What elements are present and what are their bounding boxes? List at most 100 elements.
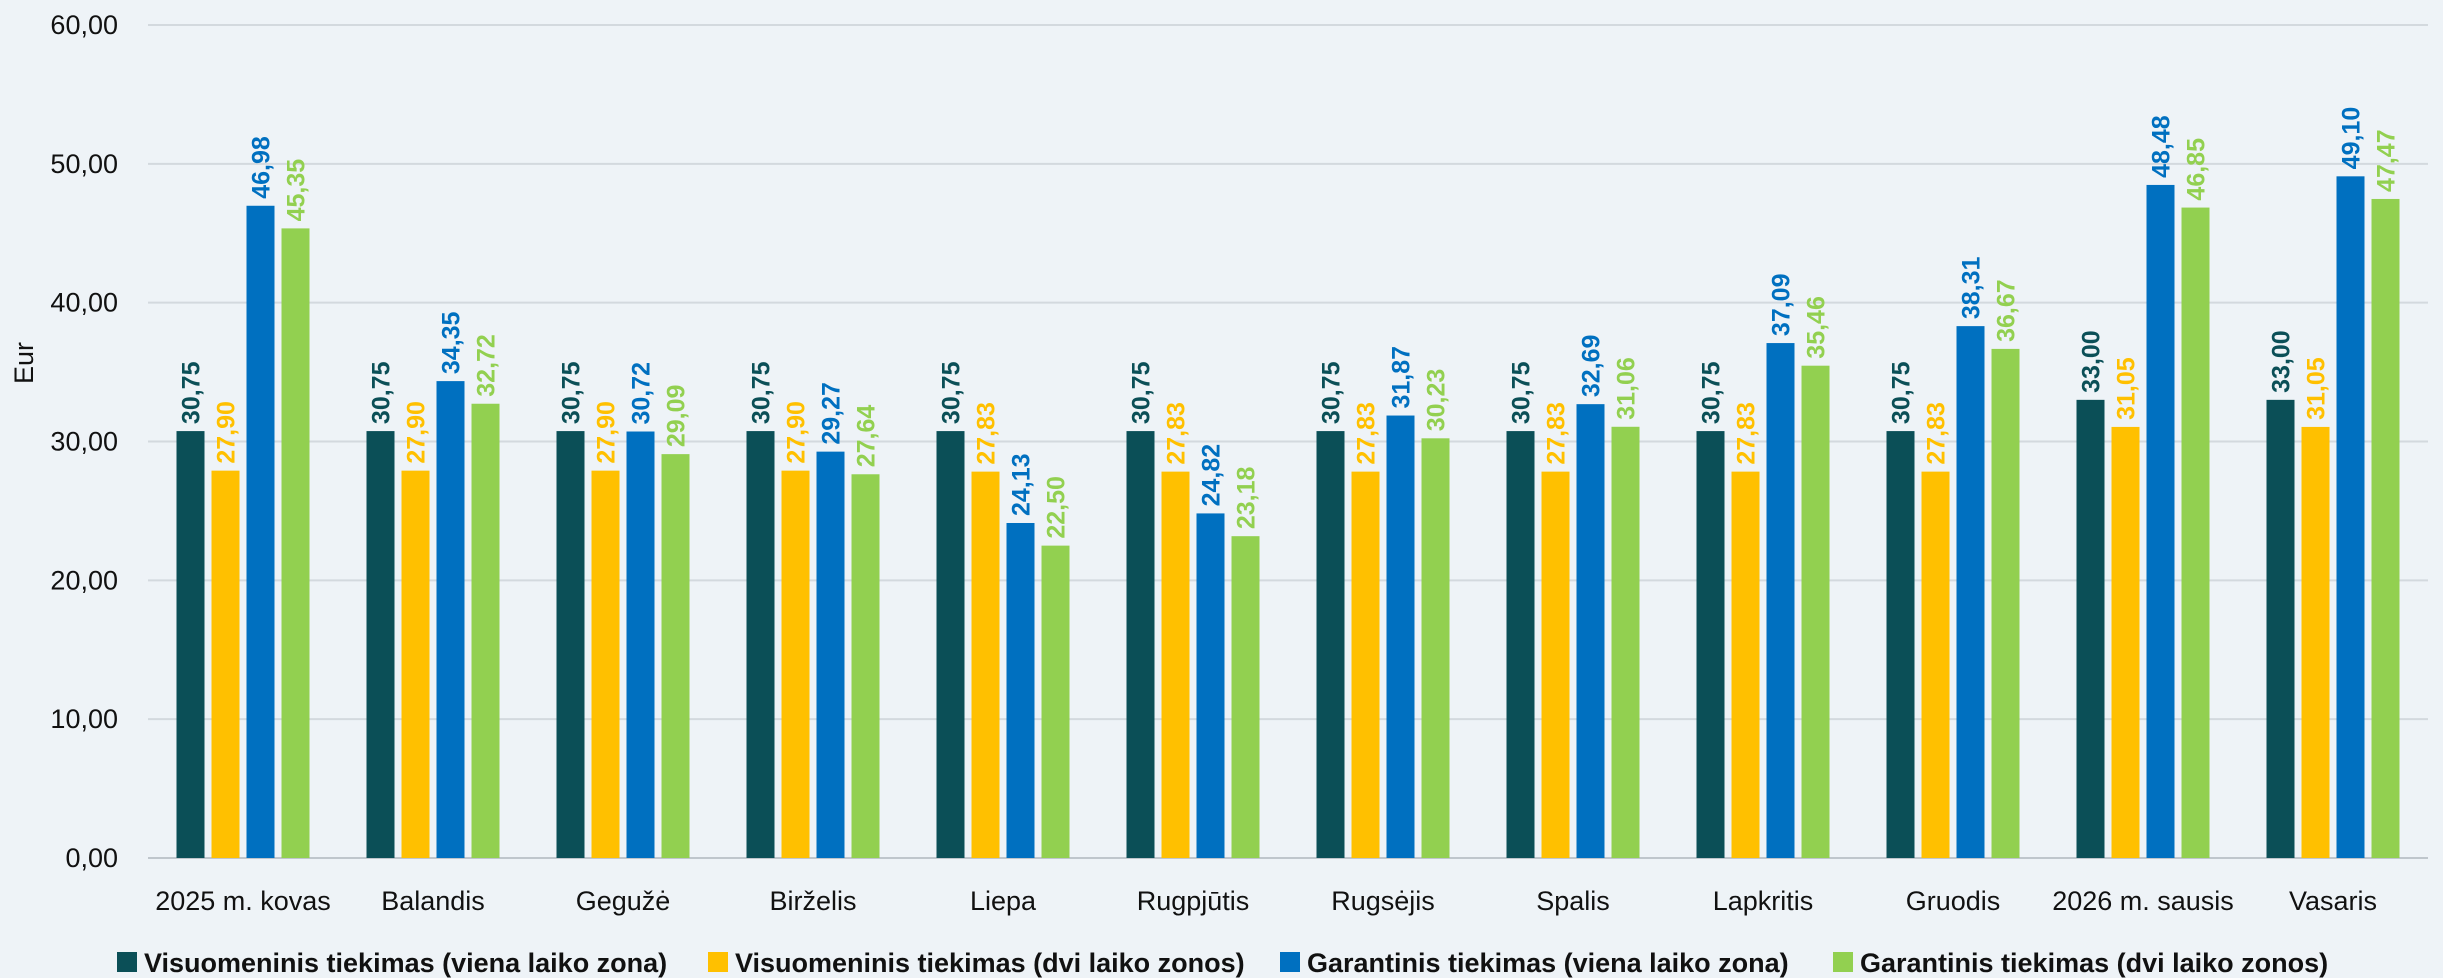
- data-label: 37,09: [1768, 274, 1796, 337]
- bar: [246, 205, 275, 859]
- bar: [1886, 431, 1915, 858]
- bar: [781, 470, 810, 858]
- bar: [2301, 426, 2330, 858]
- data-label: 27,83: [1923, 402, 1951, 465]
- legend: Visuomeninis tiekimas (viena laiko zona)…: [117, 948, 2328, 978]
- data-label: 27,90: [593, 401, 621, 464]
- data-label: 27,83: [1733, 402, 1761, 465]
- data-label: 24,82: [1198, 444, 1226, 507]
- data-label: 27,90: [783, 401, 811, 464]
- bar: [1126, 431, 1155, 858]
- data-label: 27,90: [403, 401, 431, 464]
- data-label: 27,83: [1163, 402, 1191, 465]
- bar: [1386, 415, 1415, 858]
- data-label: 31,05: [2113, 357, 2141, 420]
- data-label: 30,72: [628, 362, 656, 425]
- bar: [1041, 545, 1070, 858]
- bar: [1351, 471, 1380, 858]
- bar: [471, 403, 500, 858]
- data-label: 24,13: [1008, 453, 1036, 516]
- bar: [176, 431, 205, 858]
- bar: [1611, 426, 1640, 858]
- data-label: 47,47: [2373, 129, 2401, 192]
- bar: [971, 471, 1000, 858]
- bar: [1801, 365, 1830, 858]
- bar: [626, 431, 655, 858]
- legend-swatch: [117, 952, 137, 972]
- data-label: 30,75: [748, 361, 776, 424]
- bar: [1991, 348, 2020, 858]
- bar: [816, 451, 845, 858]
- data-label: 31,05: [2303, 357, 2331, 420]
- y-axis-ticks: 0,00 10,00 20,00 30,00 40,00 50,00 60,00: [50, 10, 118, 873]
- legend-label: Garantinis tiekimas (dvi laiko zonos): [1860, 948, 2328, 978]
- data-label: 33,00: [2078, 330, 2106, 393]
- x-category-label: Gegužė: [576, 886, 671, 916]
- data-label: 46,98: [248, 136, 276, 199]
- bar: [401, 470, 430, 858]
- data-label: 30,75: [1888, 361, 1916, 424]
- legend-swatch: [1833, 952, 1853, 972]
- data-label: 29,09: [663, 385, 691, 448]
- bar: [281, 228, 310, 858]
- data-label: 30,75: [938, 361, 966, 424]
- bar: [556, 431, 585, 858]
- data-label: 45,35: [283, 159, 311, 222]
- bar: [366, 431, 395, 858]
- bar: [851, 474, 880, 858]
- bar: [2111, 426, 2140, 858]
- data-label: 30,75: [1128, 361, 1156, 424]
- legend-label: Garantinis tiekimas (viena laiko zona): [1307, 948, 1789, 978]
- x-category-label: Rugpjūtis: [1137, 886, 1250, 916]
- data-label: 32,69: [1578, 335, 1606, 398]
- data-label: 30,75: [1508, 361, 1536, 424]
- x-category-label: 2026 m. sausis: [2052, 886, 2234, 916]
- x-category-label: Vasaris: [2289, 886, 2377, 916]
- data-label: 36,67: [1993, 279, 2021, 342]
- grid-lines: [148, 24, 2428, 859]
- bar: [591, 470, 620, 858]
- data-label: 38,31: [1958, 256, 1986, 319]
- bar: [1006, 522, 1035, 858]
- data-label: 30,75: [368, 361, 396, 424]
- bar: [1956, 326, 1985, 858]
- legend-swatch: [1280, 952, 1300, 972]
- x-category-label: Gruodis: [1906, 886, 2001, 916]
- bar: [2266, 399, 2295, 858]
- bar: [1731, 471, 1760, 858]
- bar: [1921, 471, 1950, 858]
- bar: [211, 470, 240, 858]
- data-label: 27,83: [1353, 402, 1381, 465]
- x-axis-categories: 2025 m. kovas Balandis Gegužė Birželis Liepa…: [155, 886, 2377, 916]
- data-label: 49,10: [2338, 107, 2366, 170]
- data-label: 23,18: [1233, 467, 1261, 530]
- data-label: 30,75: [558, 361, 586, 424]
- x-category-label: Balandis: [381, 886, 485, 916]
- data-label: 27,90: [213, 401, 241, 464]
- bar: [936, 431, 965, 858]
- bar: [1766, 343, 1795, 859]
- bar: [1316, 431, 1345, 858]
- y-tick-label: 50,00: [50, 149, 118, 179]
- data-label: 27,83: [1543, 402, 1571, 465]
- data-label: 48,48: [2148, 115, 2176, 178]
- data-label: 27,83: [973, 402, 1001, 465]
- data-label: 30,23: [1423, 369, 1451, 432]
- bar: [1696, 431, 1725, 858]
- legend-swatch: [708, 952, 728, 972]
- x-category-label: Spalis: [1536, 886, 1610, 916]
- x-category-label: Lapkritis: [1713, 886, 1814, 916]
- bars: [176, 176, 2400, 859]
- data-label: 31,87: [1388, 346, 1416, 409]
- x-category-label: Liepa: [970, 886, 1037, 916]
- data-label: 34,35: [438, 311, 466, 374]
- data-label: 46,85: [2183, 138, 2211, 201]
- y-axis-label: Eur: [9, 342, 39, 384]
- y-tick-label: 20,00: [50, 565, 118, 595]
- bar: [2336, 176, 2365, 858]
- data-label: 29,27: [818, 382, 846, 445]
- data-label: 22,50: [1043, 476, 1071, 539]
- data-label: 33,00: [2268, 330, 2296, 393]
